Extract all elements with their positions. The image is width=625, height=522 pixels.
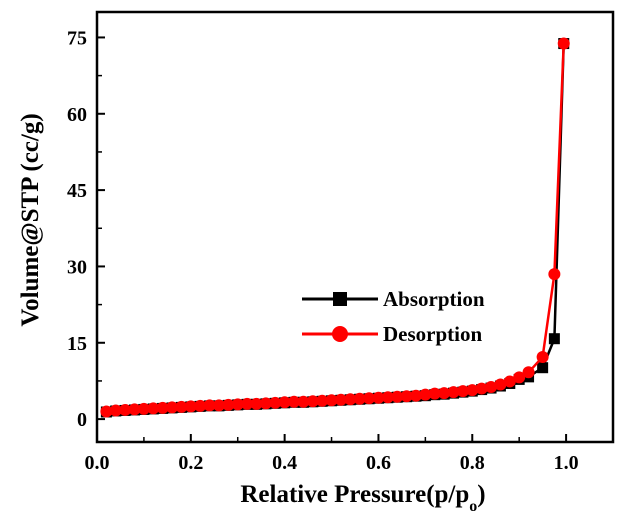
y-axis-label: Volume@STP (cc/g): [17, 113, 44, 326]
desorption-point: [278, 396, 291, 409]
desorption-point: [269, 396, 282, 409]
desorption-point: [548, 268, 561, 281]
desorption-point: [306, 395, 319, 408]
axis-ticks: [96, 36, 568, 442]
desorption-point: [557, 37, 570, 50]
desorption-point: [316, 394, 329, 407]
y-tick-label: 15: [67, 333, 87, 355]
legend-marker-desorption: [332, 326, 348, 342]
legend: Absorption Desorption: [302, 287, 485, 346]
series-desorption: [100, 37, 570, 418]
desorption-point: [447, 386, 460, 399]
desorption-point: [494, 378, 507, 391]
desorption-point: [419, 388, 432, 401]
desorption-point: [166, 401, 179, 414]
plot-frame: [95, 10, 615, 444]
desorption-point: [119, 403, 132, 416]
desorption-point: [184, 400, 197, 413]
desorption-point: [231, 398, 244, 411]
x-tick-label: 0.2: [178, 452, 203, 474]
desorption-point: [536, 351, 549, 364]
desorption-point: [428, 387, 441, 400]
y-tick-label: 60: [67, 104, 87, 126]
desorption-point: [381, 391, 394, 404]
desorption-point: [222, 398, 235, 411]
desorption-point: [156, 401, 169, 414]
legend-label-absorption: Absorption: [383, 287, 485, 311]
desorption-point: [259, 397, 272, 410]
series-absorption: [100, 38, 570, 418]
x-axis-label-subscript: o: [469, 498, 477, 515]
desorption-point: [203, 399, 216, 412]
desorption-point: [147, 402, 160, 415]
desorption-point: [175, 400, 188, 413]
desorption-point: [128, 403, 141, 416]
desorption-point: [503, 375, 516, 388]
y-tick-label: 30: [67, 256, 87, 278]
desorption-point: [334, 393, 347, 406]
x-axis-label: Relative Pressure(p/po): [240, 481, 485, 515]
legend-label-desorption: Desorption: [383, 322, 482, 346]
desorption-point: [513, 371, 526, 384]
desorption-point: [485, 381, 498, 394]
y-tick-label: 0: [77, 409, 87, 431]
desorption-point: [353, 392, 366, 405]
desorption-point: [241, 397, 254, 410]
absorption-point: [537, 362, 549, 374]
desorption-point: [344, 393, 357, 406]
desorption-point: [400, 390, 413, 403]
desorption-point: [409, 389, 422, 402]
desorption-point: [363, 392, 376, 405]
desorption-point: [325, 394, 338, 407]
desorption-point: [522, 366, 535, 379]
x-tick-label: 1.0: [554, 452, 579, 474]
desorption-point: [250, 397, 263, 410]
desorption-point: [475, 382, 488, 395]
desorption-point: [391, 390, 404, 403]
desorption-point: [466, 384, 479, 397]
x-tick-label: 0.4: [272, 452, 297, 474]
series-layer: [100, 37, 570, 418]
desorption-point: [438, 387, 451, 400]
tick-labels: 0.0 0.2 0.4 0.6 0.8 1.0 0 15 30 45 60 75: [67, 27, 579, 474]
desorption-point: [372, 391, 385, 404]
desorption-point: [288, 395, 301, 408]
x-axis-label-main: Relative Pressure(p/p: [240, 481, 469, 508]
desorption-point: [456, 385, 469, 398]
y-tick-label: 75: [67, 27, 87, 49]
x-tick-label: 0.0: [85, 452, 110, 474]
desorption-point: [100, 405, 113, 418]
desorption-point: [109, 404, 122, 417]
legend-marker-absorption: [333, 292, 347, 306]
absorption-line: [106, 43, 565, 414]
desorption-point: [137, 402, 150, 415]
desorption-line: [106, 43, 565, 413]
x-axis-label-suffix: ): [477, 481, 485, 508]
desorption-point: [297, 395, 310, 408]
absorption-point: [548, 333, 560, 345]
y-tick-label: 45: [67, 180, 87, 202]
x-tick-label: 0.6: [366, 452, 391, 474]
x-tick-label: 0.8: [460, 452, 485, 474]
desorption-point: [194, 399, 207, 412]
desorption-point: [212, 399, 225, 412]
